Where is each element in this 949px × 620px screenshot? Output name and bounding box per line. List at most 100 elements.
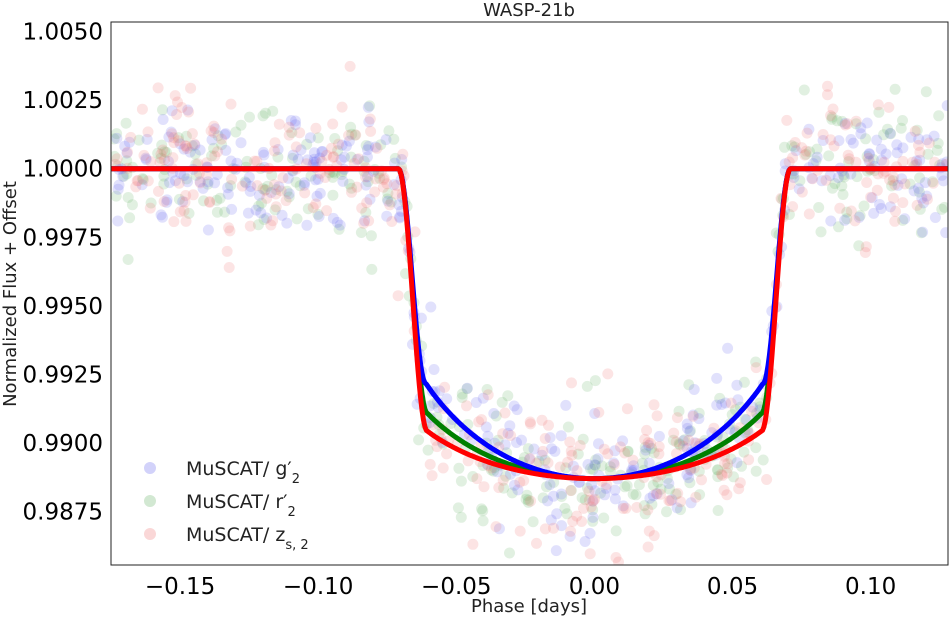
data-point [308,156,320,168]
data-point [202,178,214,190]
data-point [250,204,262,216]
data-point [311,190,323,202]
data-point [370,141,381,153]
y-tick-label: 1.0025 [23,88,103,114]
data-point [648,447,660,459]
data-point [328,151,340,163]
data-point [855,128,867,140]
data-point [425,301,437,313]
data-point [832,172,844,183]
data-point [164,177,175,189]
data-point [508,400,520,412]
data-point [327,118,339,130]
data-point [190,169,202,181]
data-point [583,485,595,497]
data-point [608,459,620,470]
data-point [209,177,221,189]
data-point [518,475,530,487]
data-point [381,210,393,222]
data-point [543,419,554,431]
data-point [592,453,604,465]
data-point [687,409,699,421]
data-point [800,148,812,160]
data-point [576,492,588,504]
model-line [111,166,948,482]
data-point [302,154,314,166]
data-point [842,149,854,161]
data-point [290,141,302,153]
data-point [834,202,846,214]
data-point [333,223,345,235]
data-point [599,489,611,501]
data-point [915,227,927,239]
data-point [531,537,542,549]
data-point [482,430,494,442]
data-point [176,102,188,113]
data-point [800,145,812,157]
data-point [631,501,643,513]
data-point [308,153,320,165]
data-point [369,186,381,198]
data-point [304,132,316,144]
data-point [647,479,659,491]
data-point [270,184,282,196]
data-point [609,493,621,505]
data-point [327,189,339,201]
data-point [806,172,818,184]
data-point [798,84,810,96]
data-point [281,217,293,229]
data-point [504,420,516,432]
data-point [542,457,554,469]
data-point [826,113,838,125]
data-point [488,408,500,419]
data-point [157,114,169,125]
data-point [265,187,277,198]
data-point [361,197,373,209]
data-point [364,113,376,125]
data-point [899,178,911,190]
data-point [793,183,805,195]
data-point [560,462,572,474]
data-point [561,508,573,520]
data-point [302,203,314,215]
data-point [216,133,227,145]
data-point [214,192,226,204]
data-point [123,136,135,148]
data-point [287,152,298,164]
data-point [268,145,280,157]
data-point [251,155,263,167]
x-tick-label: −0.10 [283,574,353,600]
data-point [242,207,254,219]
data-point [633,479,645,491]
data-point [349,129,361,141]
data-point [536,414,548,426]
data-point [173,193,185,205]
data-point [388,133,400,145]
data-point [661,601,672,612]
data-point [396,154,408,165]
data-point [617,500,629,512]
data-point [506,487,518,499]
data-point [180,190,192,201]
data-point [876,154,888,166]
data-point [377,181,389,193]
data-point [168,132,180,144]
data-point [491,466,503,478]
data-point [136,103,148,115]
data-point [655,483,667,495]
data-point [895,122,907,134]
data-point [512,484,524,496]
data-point [334,219,346,231]
data-point [825,134,837,146]
data-point [837,189,849,200]
data-point [884,174,896,186]
data-point [502,390,514,402]
data-point [718,484,730,496]
data-point [467,538,479,550]
data-point [155,148,167,160]
data-point [595,487,607,499]
data-point [589,408,601,419]
data-point [321,149,333,161]
data-point [364,193,376,205]
data-point [640,444,652,456]
